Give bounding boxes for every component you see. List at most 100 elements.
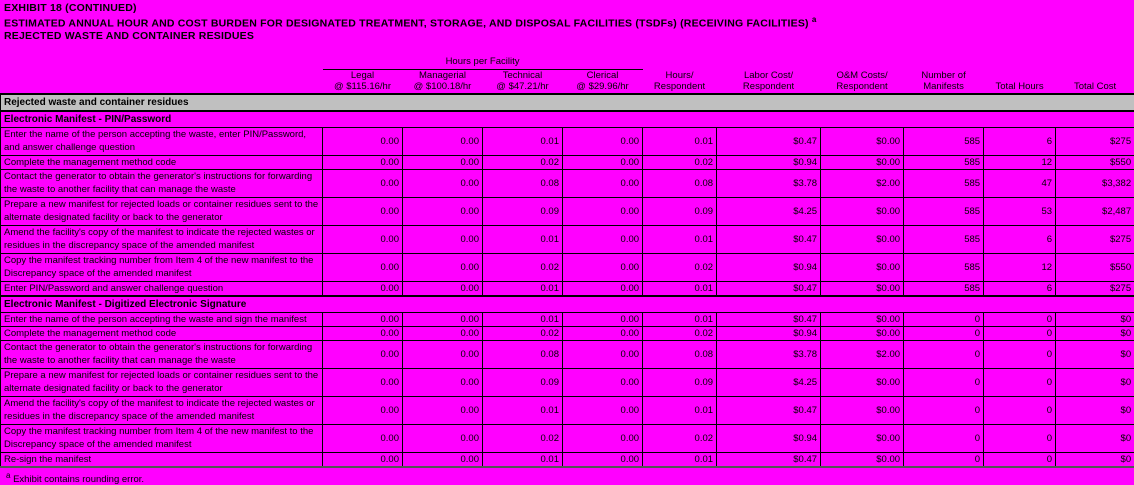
cell-value: $550: [1056, 155, 1134, 169]
cell-value: 0.00: [563, 424, 643, 452]
row-label: Prepare a new manifest for rejected load…: [1, 197, 323, 225]
cell-value: 0.00: [403, 281, 483, 296]
cell-value: 6: [984, 127, 1056, 155]
table-row: Amend the facility's copy of the manifes…: [1, 396, 1134, 424]
cell-value: $0.00: [821, 155, 904, 169]
cell-value: $0.47: [717, 281, 821, 296]
cell-value: 0.00: [563, 452, 643, 467]
cell-value: $0: [1056, 312, 1134, 326]
cell-value: 0.09: [483, 197, 563, 225]
cell-value: 0: [984, 368, 1056, 396]
cell-value: $3.78: [717, 169, 821, 197]
cell-value: 0.00: [323, 340, 403, 368]
cell-value: $0.47: [717, 396, 821, 424]
row-label: Copy the manifest tracking number from I…: [1, 253, 323, 281]
cell-value: $0.00: [821, 281, 904, 296]
cell-value: 0.00: [403, 368, 483, 396]
cell-value: 0.00: [403, 340, 483, 368]
cell-value: 0: [904, 340, 984, 368]
cell-value: 6: [984, 225, 1056, 253]
cell-value: 585: [904, 253, 984, 281]
cell-value: 0.00: [403, 155, 483, 169]
cell-value: $275: [1056, 225, 1134, 253]
cell-value: 0.01: [483, 281, 563, 296]
column-header-1: Managerial@ $100.18/hr: [403, 69, 483, 94]
cell-value: $2.00: [821, 169, 904, 197]
cell-value: 585: [904, 127, 984, 155]
cell-value: 0: [904, 452, 984, 467]
cell-value: 0.01: [483, 225, 563, 253]
cell-value: $275: [1056, 281, 1134, 296]
cell-value: 0.02: [483, 253, 563, 281]
cell-value: $3,382: [1056, 169, 1134, 197]
cell-value: 0.02: [483, 155, 563, 169]
cell-value: $0.00: [821, 326, 904, 340]
cell-value: 0.00: [323, 396, 403, 424]
cell-value: 12: [984, 155, 1056, 169]
row-label: Copy the manifest tracking number from I…: [1, 424, 323, 452]
column-header-4: Hours/Respondent: [643, 69, 717, 94]
hours-per-facility-group-header: Hours per Facility: [323, 56, 643, 70]
cell-value: $2.00: [821, 340, 904, 368]
cell-value: 0.01: [483, 452, 563, 467]
cell-value: $0: [1056, 396, 1134, 424]
cell-value: 0.02: [483, 326, 563, 340]
cell-value: 0: [984, 452, 1056, 467]
table-row: Contact the generator to obtain the gene…: [1, 169, 1134, 197]
cell-value: 0.02: [643, 155, 717, 169]
cell-value: 0.00: [403, 396, 483, 424]
cell-value: 0: [984, 326, 1056, 340]
table-row: Copy the manifest tracking number from I…: [1, 424, 1134, 452]
table-footnote: a Exhibit contains rounding error.: [0, 468, 1134, 485]
cell-value: $0.00: [821, 127, 904, 155]
cell-value: 585: [904, 281, 984, 296]
cell-value: $0.94: [717, 253, 821, 281]
cell-value: 0.00: [563, 396, 643, 424]
cell-value: 0.00: [403, 424, 483, 452]
header-spacer: [1, 69, 323, 94]
exhibit-subtitle-text: ESTIMATED ANNUAL HOUR AND COST BURDEN FO…: [4, 18, 809, 30]
cell-value: 0.00: [563, 197, 643, 225]
cell-value: $0: [1056, 340, 1134, 368]
cell-value: 0.01: [643, 396, 717, 424]
cell-value: 0.01: [643, 452, 717, 467]
cell-value: $0.47: [717, 452, 821, 467]
cell-value: $0.47: [717, 127, 821, 155]
cell-value: 0.02: [483, 424, 563, 452]
cell-value: 0.00: [323, 225, 403, 253]
row-label: Enter PIN/Password and answer challenge …: [1, 281, 323, 296]
cell-value: 0.00: [323, 169, 403, 197]
cell-value: 0.00: [403, 197, 483, 225]
row-label: Contact the generator to obtain the gene…: [1, 340, 323, 368]
cell-value: 0.00: [403, 253, 483, 281]
cell-value: $0.00: [821, 312, 904, 326]
cell-value: 0.00: [323, 326, 403, 340]
cell-value: $550: [1056, 253, 1134, 281]
column-header-5: Labor Cost/Respondent: [717, 69, 821, 94]
cell-value: 0: [904, 396, 984, 424]
exhibit-title-block: EXHIBIT 18 (CONTINUED) ESTIMATED ANNUAL …: [0, 0, 1134, 42]
table-row: Enter PIN/Password and answer challenge …: [1, 281, 1134, 296]
cell-value: 0.08: [643, 340, 717, 368]
cell-value: 0.08: [643, 169, 717, 197]
cell-value: 12: [984, 253, 1056, 281]
cell-value: 0.09: [483, 368, 563, 396]
cell-value: 0: [904, 326, 984, 340]
cell-value: 0.01: [643, 281, 717, 296]
cell-value: 0.00: [563, 127, 643, 155]
cell-value: $0.00: [821, 368, 904, 396]
footnote-text: Exhibit contains rounding error.: [10, 474, 144, 485]
cell-value: 0.00: [403, 312, 483, 326]
cell-value: 585: [904, 155, 984, 169]
cell-value: 0.00: [563, 340, 643, 368]
cell-value: $0.94: [717, 326, 821, 340]
cell-value: 0.00: [323, 312, 403, 326]
cell-value: 0.00: [323, 452, 403, 467]
cell-value: 0: [904, 368, 984, 396]
cell-value: 0.00: [323, 281, 403, 296]
exhibit-number: EXHIBIT 18 (CONTINUED): [4, 2, 1134, 14]
cell-value: $0: [1056, 452, 1134, 467]
